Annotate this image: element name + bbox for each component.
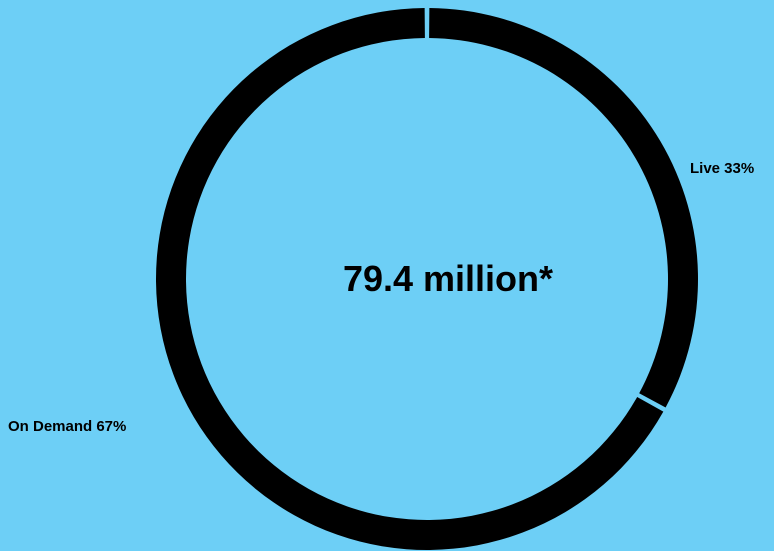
donut-slice-live xyxy=(429,8,698,408)
donut-slices xyxy=(156,8,698,551)
slice-label-live: Live 33% xyxy=(690,160,754,177)
center-total-label: 79.4 million* xyxy=(343,258,553,299)
slice-label-on-demand: On Demand 67% xyxy=(8,418,126,435)
